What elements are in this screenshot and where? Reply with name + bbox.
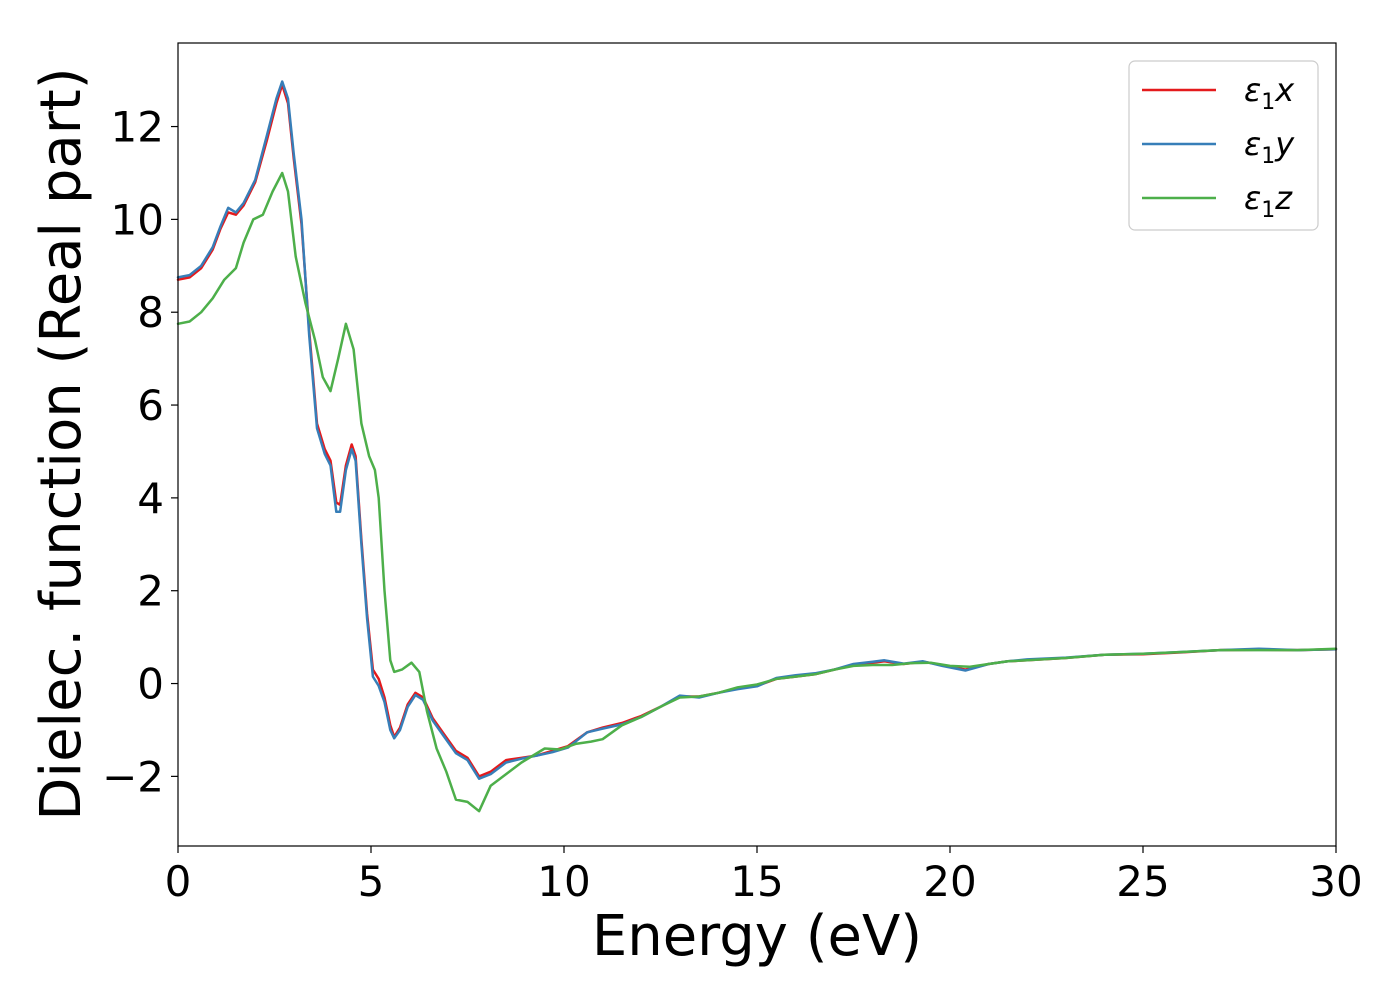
series-layer [176,80,1338,813]
y-axis-ticks: −2 0 2 4 6 8 10 12 [102,103,178,801]
y-tick-label: 6 [137,381,164,430]
legend-label-3: ε1z [1244,179,1293,223]
x-tick-label: 30 [1309,857,1362,906]
y-tick-label: 10 [111,195,164,244]
y-tick-label: 0 [137,660,164,709]
x-tick-label: 20 [923,857,976,906]
y-axis-label: Dielec. function (Real part) [29,67,94,820]
y-tick-label: 12 [111,103,164,152]
series-line-3 [176,171,1338,813]
legend: ε1x ε1y ε1z [1128,60,1319,231]
y-tick-label: 4 [137,474,164,523]
x-axis-ticks: 0 5 10 15 20 25 30 [165,846,1363,906]
y-tick-label: 8 [137,288,164,337]
x-tick-label: 25 [1116,857,1169,906]
legend-label-1: ε1x [1244,71,1295,115]
legend-label-2: ε1y [1244,125,1295,169]
x-tick-label: 0 [165,857,192,906]
x-tick-label: 10 [537,857,590,906]
x-axis-label: Energy (eV) [592,904,922,969]
x-tick-label: 5 [358,857,385,906]
legend-frame [1128,60,1319,231]
y-tick-label: −2 [102,752,164,801]
x-tick-label: 15 [730,857,783,906]
y-tick-label: 2 [137,567,164,616]
